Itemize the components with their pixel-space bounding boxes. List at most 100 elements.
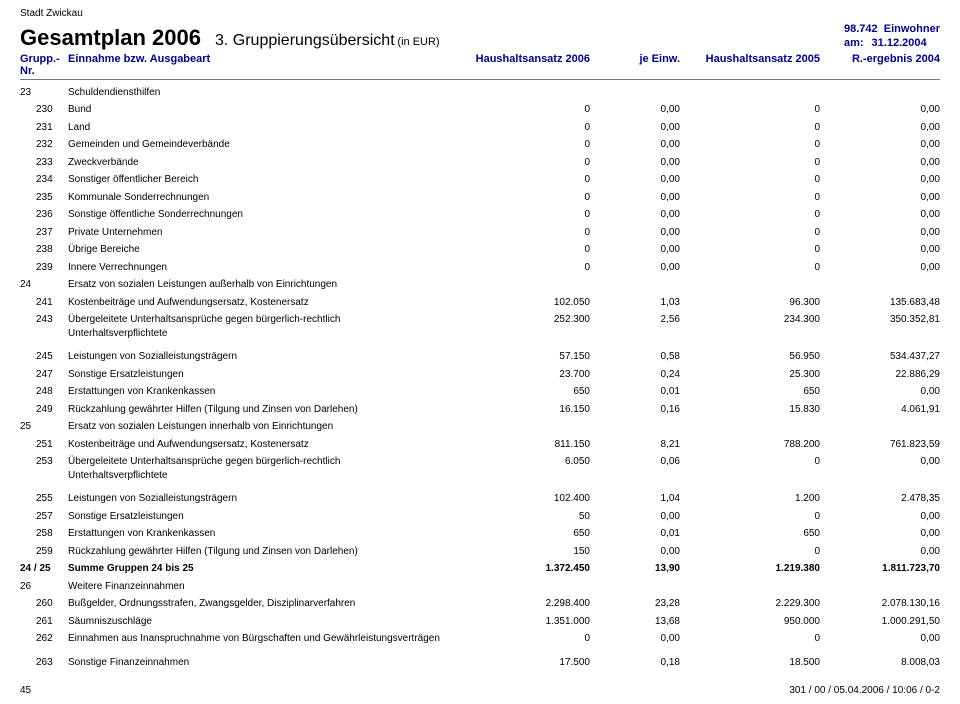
cell-v1: 57.150 — [450, 350, 590, 364]
cell-v1: 23.700 — [450, 368, 590, 382]
table-row: 262Einnahmen aus Inanspruchnahme von Bür… — [20, 630, 940, 648]
cell-v2: 0,00 — [590, 103, 680, 117]
data-rows: 23Schuldendiensthilfen230Bund00,0000,002… — [20, 84, 940, 672]
cell-v4: 534.437,27 — [820, 350, 940, 364]
cell-name: Zweckverbände — [68, 156, 450, 170]
cell-v2: 2,56 — [590, 313, 680, 327]
cell-name: Bußgelder, Ordnungsstrafen, Zwangsgelder… — [68, 597, 450, 611]
cell-nr: 230 — [20, 103, 68, 117]
cell-nr: 247 — [20, 368, 68, 382]
footer-right: 301 / 00 / 05.04.2006 / 10:06 / 0-2 — [789, 685, 940, 696]
cell-v3: 0 — [680, 632, 820, 646]
cell-v1: 650 — [450, 385, 590, 399]
table-row: 25Ersatz von sozialen Leistungen innerha… — [20, 418, 940, 436]
cell-v4: 0,00 — [820, 261, 940, 275]
cell-name: Sonstige öffentliche Sonderrechnungen — [68, 208, 450, 222]
table-row: 258Erstattungen von Krankenkassen6500,01… — [20, 525, 940, 543]
cell-nr: 232 — [20, 138, 68, 152]
cell-v4: 0,00 — [820, 243, 940, 257]
cell-v2: 0,00 — [590, 138, 680, 152]
cell-v1: 0 — [450, 226, 590, 240]
cell-name: Rückzahlung gewährter Hilfen (Tilgung un… — [68, 403, 450, 417]
cell-name: Kostenbeiträge und Aufwendungsersatz, Ko… — [68, 438, 450, 452]
cell-v4: 0,00 — [820, 121, 940, 135]
cell-v1: 102.050 — [450, 296, 590, 310]
cell-name: Gemeinden und Gemeindeverbände — [68, 138, 450, 152]
cell-v4: 0,00 — [820, 173, 940, 187]
cell-v4: 0,00 — [820, 385, 940, 399]
table-row: 259Rückzahlung gewährter Hilfen (Tilgung… — [20, 543, 940, 561]
cell-name: Ersatz von sozialen Leistungen außerhalb… — [68, 278, 450, 292]
cell-nr: 259 — [20, 545, 68, 559]
cell-nr: 241 — [20, 296, 68, 310]
cell-nr: 243 — [20, 313, 68, 327]
table-row: 261Säumniszuschläge1.351.00013,68950.000… — [20, 613, 940, 631]
cell-v3: 0 — [680, 261, 820, 275]
cell-v4: 0,00 — [820, 191, 940, 205]
cell-v1: 16.150 — [450, 403, 590, 417]
table-row: 248Erstattungen von Krankenkassen6500,01… — [20, 383, 940, 401]
cell-v1: 150 — [450, 545, 590, 559]
cell-nr: 26 — [20, 580, 68, 594]
table-row: 243Übergeleitete Unterhaltsansprüche geg… — [20, 311, 940, 342]
table-row: 230Bund00,0000,00 — [20, 101, 940, 119]
page-subtitle: 3. Gruppierungsübersicht (in EUR) — [215, 32, 440, 50]
title-left: Gesamtplan 2006 3. Gruppierungsübersicht… — [20, 25, 440, 51]
cell-v4: 2.078.130,16 — [820, 597, 940, 611]
cell-v3: 788.200 — [680, 438, 820, 452]
cell-nr: 24 / 25 — [20, 562, 68, 576]
cell-v2: 0,00 — [590, 173, 680, 187]
cell-v2: 0,16 — [590, 403, 680, 417]
cell-v1: 0 — [450, 138, 590, 152]
col-header-nr: Grupp.-Nr. — [20, 53, 68, 77]
cell-v2: 0,00 — [590, 510, 680, 524]
cell-v3: 650 — [680, 527, 820, 541]
cell-v3: 25.300 — [680, 368, 820, 382]
cell-v3: 2.229.300 — [680, 597, 820, 611]
population-label: Einwohner — [884, 23, 940, 35]
cell-v3: 56.950 — [680, 350, 820, 364]
population-value: 98.742 — [844, 23, 878, 35]
cell-v2: 23,28 — [590, 597, 680, 611]
cell-nr: 25 — [20, 420, 68, 434]
table-row: 26Weitere Finanzeinnahmen — [20, 578, 940, 596]
cell-v2: 0,24 — [590, 368, 680, 382]
cell-v4: 0,00 — [820, 455, 940, 469]
footer-page-number: 45 — [20, 685, 31, 696]
cell-nr: 261 — [20, 615, 68, 629]
cell-v4: 4.061,91 — [820, 403, 940, 417]
cell-v1: 102.400 — [450, 492, 590, 506]
cell-v1: 2.298.400 — [450, 597, 590, 611]
cell-name: Leistungen von Sozialleistungsträgern — [68, 492, 450, 506]
cell-name: Übergeleitete Unterhaltsansprüche gegen … — [68, 313, 450, 340]
cell-nr: 248 — [20, 385, 68, 399]
cell-name: Weitere Finanzeinnahmen — [68, 580, 450, 594]
cell-v4: 0,00 — [820, 156, 940, 170]
header-row: Gesamtplan 2006 3. Gruppierungsübersicht… — [20, 23, 940, 51]
table-row: 238Übrige Bereiche00,0000,00 — [20, 241, 940, 259]
cell-nr: 233 — [20, 156, 68, 170]
table-row: 255Leistungen von Sozialleistungsträgern… — [20, 490, 940, 508]
table-row: 253Übergeleitete Unterhaltsansprüche geg… — [20, 453, 940, 484]
cell-nr: 260 — [20, 597, 68, 611]
cell-v3: 0 — [680, 191, 820, 205]
cell-v1: 0 — [450, 103, 590, 117]
cell-v3: 0 — [680, 455, 820, 469]
cell-v1: 0 — [450, 243, 590, 257]
cell-v3: 0 — [680, 243, 820, 257]
cell-v1: 6.050 — [450, 455, 590, 469]
cell-v3: 0 — [680, 208, 820, 222]
column-headers: Grupp.-Nr. Einnahme bzw. Ausgabeart Haus… — [20, 53, 940, 80]
cell-v1: 0 — [450, 632, 590, 646]
cell-nr: 263 — [20, 656, 68, 670]
cell-v1: 811.150 — [450, 438, 590, 452]
cell-name: Übergeleitete Unterhaltsansprüche gegen … — [68, 455, 450, 482]
cell-v3: 0 — [680, 510, 820, 524]
cell-v4: 0,00 — [820, 545, 940, 559]
municipality-name: Stadt Zwickau — [20, 8, 940, 19]
cell-v4: 2.478,35 — [820, 492, 940, 506]
table-row: 23Schuldendiensthilfen — [20, 84, 940, 102]
table-row: 234Sonstiger öffentlicher Bereich00,0000… — [20, 171, 940, 189]
col-header-ansatz2006: Haushaltsansatz 2006 — [450, 53, 590, 77]
cell-name: Innere Verrechnungen — [68, 261, 450, 275]
